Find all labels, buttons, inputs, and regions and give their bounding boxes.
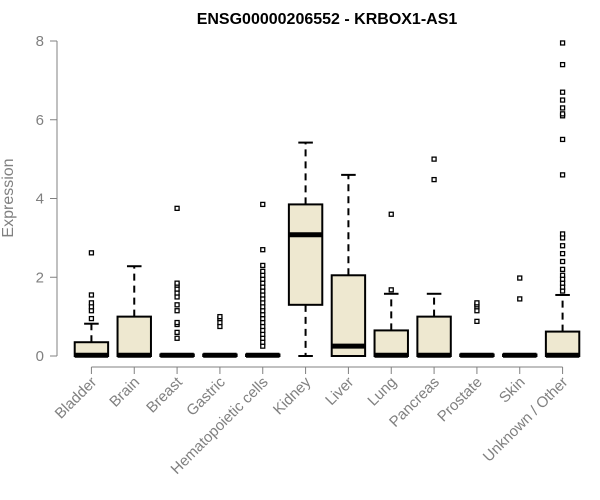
outlier-point	[174, 205, 180, 211]
outlier-point	[559, 111, 566, 117]
outlier-point	[388, 287, 394, 293]
y-tick-label: 4	[36, 191, 44, 208]
x-tick-label: Bladder	[52, 374, 101, 423]
outlier-point	[88, 300, 95, 306]
y-axis: 0 2 4 6 8	[36, 33, 58, 365]
box-liver	[330, 173, 367, 357]
outlier-point	[559, 105, 566, 111]
outlier-point	[88, 315, 95, 322]
x-tick-label: Breast	[143, 373, 186, 416]
outlier-point	[474, 300, 480, 306]
outlier-point	[217, 313, 223, 320]
outlier-point	[174, 302, 180, 308]
x-tick-label: Liver	[322, 374, 357, 409]
box-lung	[373, 211, 409, 358]
box-rect	[287, 203, 324, 306]
outlier-point	[431, 176, 437, 183]
outlier-point	[559, 231, 566, 237]
outlier-point	[559, 258, 566, 265]
box-breast	[159, 205, 195, 358]
outlier-point	[559, 61, 566, 68]
outlier-point	[388, 211, 394, 217]
outlier-point	[174, 319, 180, 326]
box-rect	[373, 329, 409, 357]
y-tick-label: 8	[36, 33, 44, 50]
outlier-point	[260, 268, 266, 274]
outlier-point	[474, 318, 480, 325]
box-rect	[416, 315, 452, 357]
chart-title: ENSG00000206552 - KRBOX1-AS1	[197, 11, 458, 28]
box-kidney	[287, 141, 324, 357]
box-prostate	[459, 300, 495, 358]
box-skin	[502, 275, 538, 358]
outlier-point	[559, 89, 566, 95]
boxes-group	[73, 40, 581, 358]
x-tick-label: Lung	[364, 374, 400, 410]
outlier-point	[517, 296, 523, 302]
x-tick-label: Prostate	[434, 374, 486, 426]
outlier-point	[559, 266, 566, 273]
box-brain	[116, 265, 152, 358]
box-unknown-other	[544, 40, 581, 358]
outlier-point	[559, 243, 566, 249]
y-tick-label: 6	[36, 112, 44, 129]
outlier-point	[559, 272, 566, 278]
outlier-point	[260, 262, 266, 269]
outlier-point	[174, 329, 180, 336]
box-bladder	[73, 250, 110, 358]
outlier-point	[260, 247, 266, 253]
outlier-point	[174, 335, 180, 341]
outlier-point	[559, 40, 566, 46]
outlier-point	[260, 201, 266, 208]
outlier-point	[174, 308, 180, 314]
outlier-point	[88, 250, 95, 256]
box-gastric	[202, 313, 238, 358]
outlier-point	[88, 292, 95, 298]
outlier-point	[517, 275, 523, 281]
x-tick-label: Kidney	[270, 373, 315, 418]
outlier-point	[559, 136, 566, 143]
y-tick-label: 0	[36, 348, 44, 365]
x-tick-label: Brain	[106, 374, 143, 411]
outlier-point	[559, 97, 566, 103]
outlier-point	[559, 250, 566, 257]
outlier-point	[174, 280, 180, 286]
box-rect	[116, 315, 152, 357]
y-tick-label: 2	[36, 269, 44, 286]
outlier-point	[431, 156, 437, 162]
box-rect	[544, 330, 581, 357]
box-rect	[330, 274, 367, 357]
y-axis-label: Expression	[0, 158, 17, 237]
box-pancreas	[416, 156, 452, 358]
outlier-point	[559, 172, 566, 178]
x-tick-label: Skin	[496, 374, 529, 407]
box-hematopoietic-cells	[245, 201, 281, 358]
